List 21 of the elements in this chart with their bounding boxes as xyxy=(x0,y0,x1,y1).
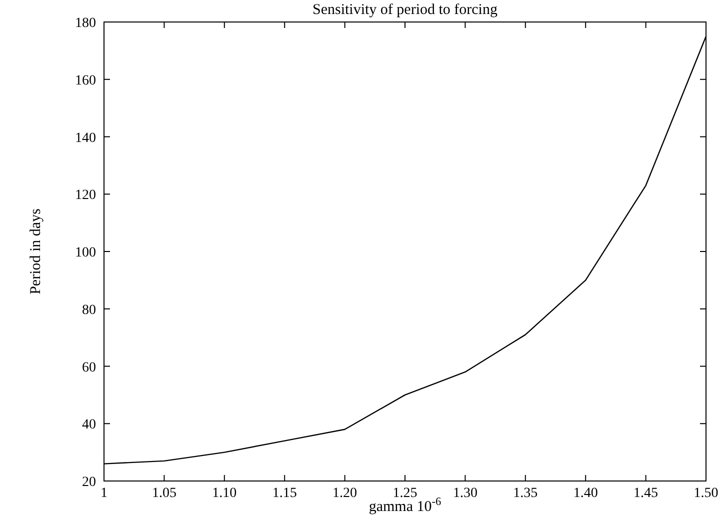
y-tick-label: 40 xyxy=(82,418,96,433)
x-tick-label: 1.10 xyxy=(212,486,237,501)
y-tick-label: 160 xyxy=(75,73,96,88)
y-tick-label: 80 xyxy=(82,302,96,318)
x-tick-label: 1.05 xyxy=(152,486,176,501)
x-tick-label: 1.15 xyxy=(272,486,297,501)
y-tick-label: 180 xyxy=(75,16,96,31)
x-tick-label: 1.20 xyxy=(332,486,358,501)
x-tick-label: 1.50 xyxy=(694,486,718,501)
y-tick-label: 120 xyxy=(75,188,96,204)
y-tick-label: 20 xyxy=(82,475,96,490)
x-tick-label: 1 xyxy=(100,486,108,501)
x-tick-label: 1.45 xyxy=(634,486,658,501)
x-tick-label: 1.40 xyxy=(573,486,598,501)
y-tick-label: 60 xyxy=(82,360,96,376)
y-tick-label: 100 xyxy=(75,246,96,260)
chart-title: Sensitivity of period to forcing xyxy=(312,2,498,18)
y-axis-title: Period in days xyxy=(28,208,44,294)
x-tick-label: 1.30 xyxy=(452,486,478,501)
x-tick-label: 1.35 xyxy=(513,486,538,501)
y-tick-label: 140 xyxy=(75,130,96,146)
